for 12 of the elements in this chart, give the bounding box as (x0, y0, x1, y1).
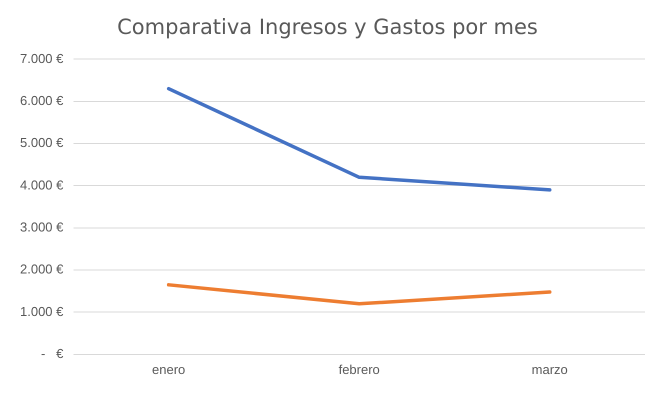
y-tick-label: 6.000 € (20, 92, 64, 108)
x-tick-label: enero (152, 362, 186, 377)
y-tick-label: 3.000 € (20, 219, 64, 234)
y-tick-label: 2.000 € (20, 262, 64, 277)
y-tick-label: 5.000 € (20, 135, 64, 150)
y-tick-label: 7.000 € (20, 50, 64, 66)
x-tick-label: marzo (532, 362, 568, 377)
y-tick-label: 4.000 € (20, 177, 64, 192)
y-tick-label: 1.000 € (20, 304, 64, 319)
x-tick-label: febrero (338, 362, 380, 377)
y-tick-label: - € (40, 346, 64, 361)
chart-title: Comparativa Ingresos y Gastos por mes (117, 15, 538, 40)
